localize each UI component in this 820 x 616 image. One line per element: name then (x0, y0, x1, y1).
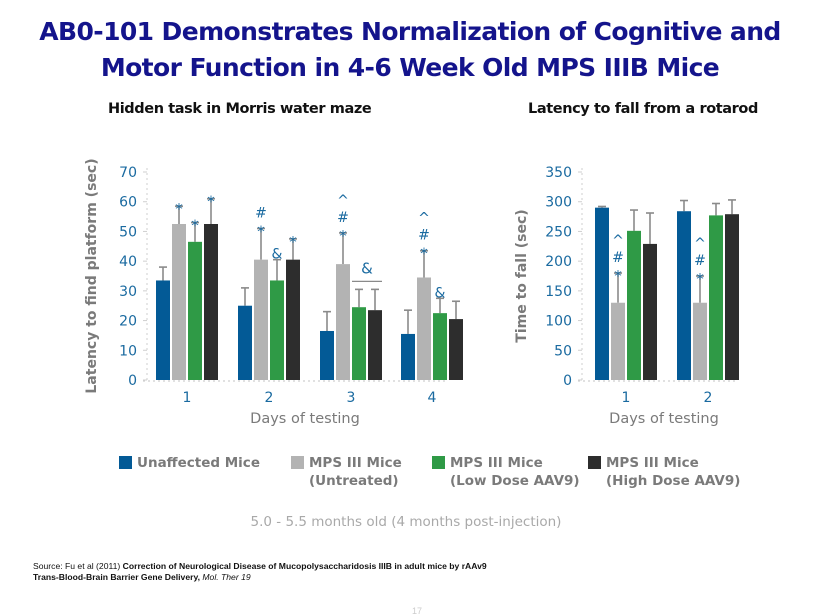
y-tick-label: 40 (119, 254, 137, 270)
legend-swatch-unaffected (119, 456, 132, 469)
bar-untreated (611, 302, 625, 380)
slide-title-line-2: Motor Function in 4-6 Week Old MPS IIIB … (100, 53, 720, 82)
bar-unaffected (595, 207, 609, 380)
bar-high_dose (368, 310, 382, 380)
bar-high_dose (643, 243, 657, 380)
significance-mark: ^ (612, 233, 624, 249)
significance-mark: # (612, 250, 624, 266)
bar-unaffected (677, 211, 691, 380)
bar-untreated (172, 224, 186, 380)
bar-untreated (693, 302, 707, 380)
significance-mark: * (207, 193, 215, 211)
legend-label-unaffected: Unaffected Mice (137, 455, 260, 471)
bar-unaffected (401, 333, 415, 380)
y-tick-label: 300 (545, 195, 572, 211)
bar-high_dose (725, 214, 739, 380)
x-tick-label: 2 (265, 390, 274, 406)
maze-chart-title: Hidden task in Morris water maze (108, 101, 372, 117)
significance-mark: # (694, 253, 706, 269)
y-tick-label: 10 (119, 343, 137, 359)
legend-swatch-high_dose (588, 456, 601, 469)
significance-mark: & (272, 247, 283, 263)
y-tick-label: 70 (119, 165, 137, 181)
x-tick-label: 2 (704, 390, 713, 406)
y-tick-label: 150 (545, 284, 572, 300)
x-tick-label: 1 (183, 390, 192, 406)
bar-untreated (254, 259, 268, 380)
source-title: Correction of Neurological Disease of Mu… (33, 561, 487, 582)
bar-high_dose (449, 319, 463, 380)
significance-mark: # (255, 205, 267, 221)
y-tick-label: 30 (119, 284, 137, 300)
rotarod-chart: 0 50 100 150 200 250 300 350 Time to fall (sec) D… (514, 165, 739, 427)
significance-mark: * (696, 270, 704, 288)
bar-low_dose (709, 215, 723, 380)
bar-untreated (336, 264, 350, 380)
legend-label-untreated: MPS III Mice (309, 455, 402, 471)
significance-mark: # (337, 210, 349, 226)
significance-mark: ^ (418, 211, 430, 227)
significance-mark: # (418, 228, 430, 244)
significance-mark: * (614, 267, 622, 285)
legend-label-high_dose: MPS III Mice (606, 455, 699, 471)
y-tick-label: 60 (119, 195, 137, 211)
y-axis-title: Latency to find platform (sec) (84, 158, 100, 393)
significance-mark: * (420, 245, 428, 263)
significance-mark: * (257, 222, 265, 240)
bar-untreated (417, 277, 431, 380)
significance-mark: ^ (337, 193, 349, 209)
y-tick-label: 0 (563, 373, 572, 389)
legend-sublabel-high_dose: (High Dose AAV9) (606, 473, 740, 489)
bar-unaffected (238, 305, 252, 380)
legend-sublabel-untreated: (Untreated) (309, 473, 399, 489)
significance-mark: * (289, 233, 297, 251)
legend: Unaffected Mice MPS III Mice (Untreated) MP… (119, 455, 740, 489)
rotarod-chart-title: Latency to fall from a rotarod (528, 101, 758, 117)
bar-low_dose (270, 280, 284, 380)
significance-mark: * (175, 200, 183, 218)
legend-label-low_dose: MPS III Mice (450, 455, 543, 471)
page-number: 17 (412, 606, 423, 616)
significance-mark: ^ (694, 236, 706, 252)
bar-high_dose (204, 224, 218, 380)
y-tick-label: 250 (545, 224, 572, 240)
y-tick-label: 200 (545, 254, 572, 270)
bar-low_dose (352, 307, 366, 380)
significance-mark: & (435, 285, 446, 301)
slide-title: AB0-101 Demonstrates Normalization of Co… (0, 14, 820, 86)
legend-swatch-untreated (291, 456, 304, 469)
bar-unaffected (156, 280, 170, 380)
x-tick-label: 1 (622, 390, 631, 406)
source-citation: Source: Fu et al (2011) Correction of Ne… (33, 561, 503, 583)
y-tick-label: 50 (119, 224, 137, 240)
age-note: 5.0 - 5.5 months old (4 months post-inje… (251, 514, 562, 530)
significance-mark: & (361, 259, 373, 277)
y-tick-label: 350 (545, 165, 572, 181)
significance-mark: * (191, 217, 199, 235)
x-tick-label: 3 (347, 390, 356, 406)
y-tick-label: 0 (128, 373, 137, 389)
y-tick-label: 50 (554, 343, 572, 359)
x-tick-label: 4 (428, 390, 437, 406)
slide-title-line-1: AB0-101 Demonstrates Normalization of Co… (39, 17, 781, 46)
source-prefix: Source: Fu et al (2011) (33, 561, 123, 571)
x-axis-title: Days of testing (250, 411, 360, 427)
legend-sublabel-low_dose: (Low Dose AAV9) (450, 473, 580, 489)
bar-low_dose (627, 230, 641, 380)
bar-low_dose (188, 241, 202, 380)
y-axis-title: Time to fall (sec) (514, 209, 530, 342)
legend-swatch-low_dose (432, 456, 445, 469)
significance-mark: * (339, 227, 347, 245)
x-axis-title: Days of testing (609, 411, 719, 427)
y-tick-label: 20 (119, 314, 137, 330)
bar-low_dose (433, 313, 447, 380)
maze-chart: 0 10 20 30 40 50 60 70 Latency to find platform … (84, 158, 463, 427)
bar-unaffected (320, 330, 334, 380)
y-tick-label: 100 (545, 314, 572, 330)
source-journal: Mol. Ther 19 (200, 572, 251, 582)
bar-high_dose (286, 259, 300, 380)
